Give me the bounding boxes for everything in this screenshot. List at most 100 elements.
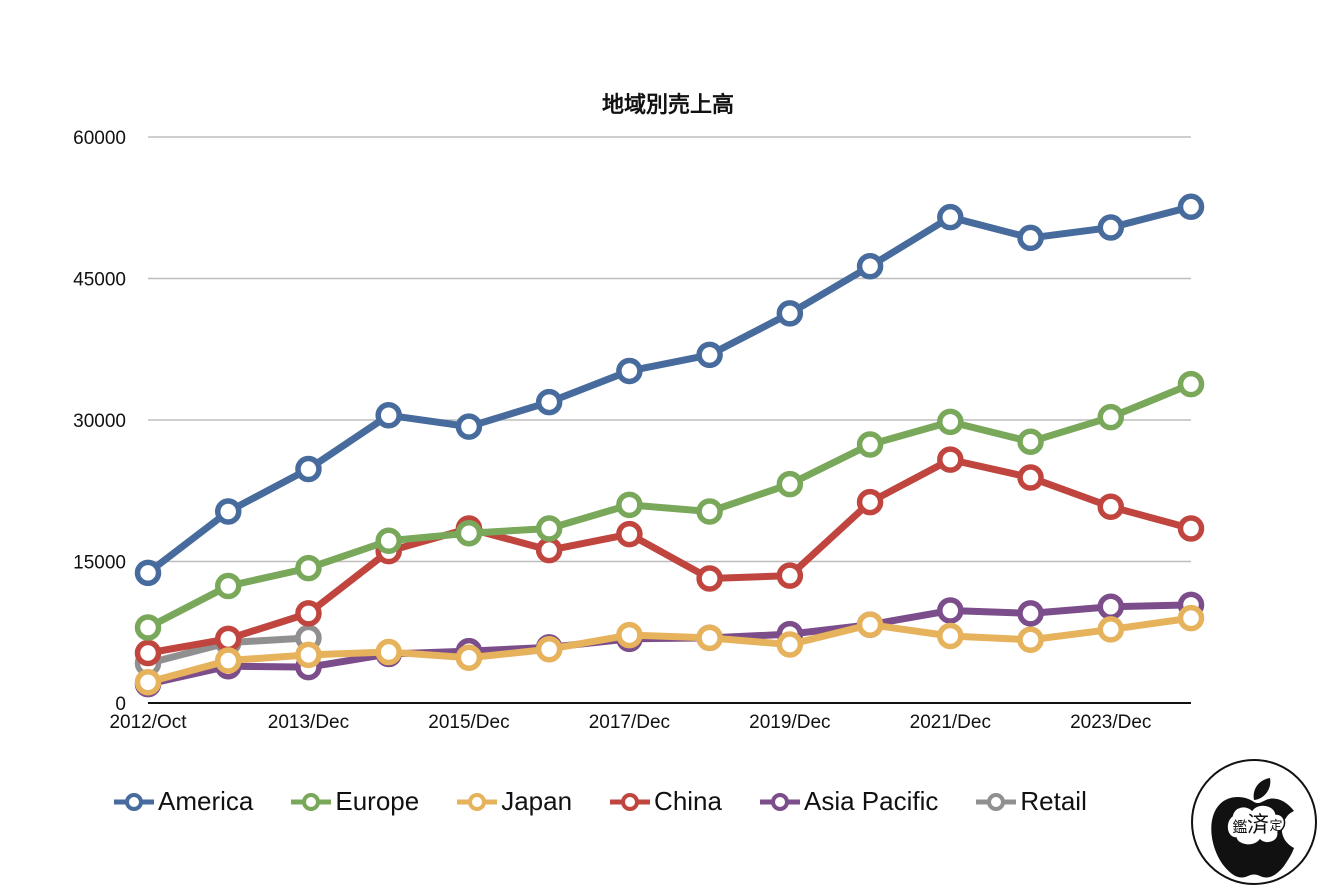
data-point-america: [535, 388, 563, 416]
x-tick-label: 2015/Dec: [428, 712, 509, 733]
series-lines: [134, 193, 1205, 698]
data-point-japan: [616, 621, 643, 649]
legend-item-america: America: [112, 786, 253, 817]
data-point-america: [696, 341, 723, 369]
data-point-europe: [134, 614, 162, 641]
legend-label: Japan: [501, 786, 573, 816]
data-point-america: [134, 559, 162, 587]
legend-label: Europe: [335, 786, 420, 816]
data-point-asia-pacific: [1017, 600, 1044, 627]
appraised-stamp: 鑑 済 定: [1226, 804, 1286, 846]
legend-marker: [457, 792, 498, 811]
data-point-america: [1177, 193, 1205, 221]
data-point-europe: [1177, 370, 1205, 398]
x-tick-label: 2021/Dec: [910, 712, 991, 733]
data-point-china: [535, 536, 563, 564]
gridlines: [148, 136, 1191, 563]
series-line-europe: [144, 380, 1195, 632]
data-point-japan: [696, 624, 723, 652]
y-tick-label: 30000: [73, 411, 126, 432]
data-point-china: [134, 639, 162, 667]
appraised-badge: 鑑 済 定: [1191, 759, 1317, 885]
y-tick-label: 0: [115, 694, 126, 715]
legend-label: America: [158, 786, 254, 816]
data-point-america: [856, 252, 884, 280]
badge-char-1: 鑑: [1232, 818, 1247, 836]
legend: America Europe Japan China Asia Pacific Retai…: [112, 786, 1123, 817]
legend-label: Retail: [1020, 786, 1087, 816]
data-point-america: [455, 413, 483, 440]
x-tick-label: 2013/Dec: [268, 712, 349, 733]
badge-char-3: 定: [1269, 819, 1282, 834]
legend-marker: [291, 792, 332, 811]
data-point-europe: [214, 572, 242, 600]
legend-marker: [759, 792, 800, 811]
data-point-europe: [375, 527, 402, 554]
series-line-japan: [144, 614, 1195, 686]
data-point-japan: [1017, 626, 1044, 654]
legend-item-china: China: [608, 786, 722, 817]
y-tick-label: 45000: [73, 270, 126, 291]
data-point-japan: [937, 622, 964, 650]
data-point-europe: [295, 554, 322, 582]
data-point-japan: [856, 611, 884, 638]
legend-marker: [610, 792, 651, 811]
data-point-japan: [776, 631, 804, 658]
legend-marker: [976, 792, 1017, 811]
data-point-china: [1097, 493, 1125, 521]
data-point-europe: [937, 408, 964, 436]
data-point-japan: [535, 635, 563, 663]
data-point-china: [776, 562, 804, 589]
legend-label: Asia Pacific: [803, 786, 939, 816]
data-point-america: [214, 498, 242, 525]
y-axis-ticks: 0 15000 30000 45000 60000: [73, 128, 126, 715]
data-point-europe: [1017, 428, 1044, 455]
data-point-china: [856, 488, 884, 516]
series-europe: [134, 370, 1205, 641]
y-tick-label: 60000: [73, 128, 126, 149]
legend-marker: [114, 792, 154, 811]
data-point-europe: [696, 498, 723, 525]
x-tick-label: 2023/Dec: [1070, 712, 1151, 733]
data-point-japan: [375, 638, 402, 666]
legend-item-europe: Europe: [289, 786, 419, 817]
x-tick-label: 2017/Dec: [589, 712, 670, 733]
badge-char-2: 済: [1247, 813, 1269, 838]
series-america: [134, 193, 1205, 587]
data-point-china: [937, 446, 964, 473]
data-point-europe: [455, 519, 483, 547]
data-point-china: [295, 600, 322, 627]
data-point-europe: [1097, 403, 1125, 431]
series-japan: [134, 604, 1205, 696]
data-point-europe: [616, 491, 643, 519]
data-point-japan: [295, 641, 322, 669]
data-point-europe: [535, 515, 563, 542]
data-point-japan: [214, 647, 242, 674]
data-point-america: [937, 203, 964, 231]
data-point-america: [776, 300, 804, 327]
legend-item-retail: Retail: [974, 786, 1087, 817]
data-point-china: [616, 520, 643, 548]
data-point-china: [1017, 464, 1044, 491]
data-point-america: [295, 455, 322, 483]
data-point-japan: [1097, 616, 1125, 643]
data-point-asia-pacific: [1097, 593, 1125, 621]
series-china: [134, 446, 1205, 667]
legend-label: China: [654, 786, 722, 816]
data-point-europe: [856, 431, 884, 458]
legend-item-asia-pacific: Asia Pacific: [758, 786, 938, 817]
x-axis-ticks: 2012/Oct 2013/Dec 2015/Dec 2017/Dec 2019/Dec…: [109, 712, 1151, 733]
series-line-china: [144, 456, 1195, 657]
data-point-china: [696, 565, 723, 592]
series-line-america: [144, 203, 1195, 577]
x-tick-label: 2019/Dec: [749, 712, 830, 733]
data-point-europe: [776, 470, 804, 498]
x-tick-label: 2012/Oct: [109, 712, 187, 733]
data-point-china: [1177, 515, 1205, 542]
data-point-china: [214, 625, 242, 653]
data-point-asia-pacific: [937, 597, 964, 624]
chart-title: 地域別売上高: [602, 92, 734, 118]
data-point-japan: [134, 668, 162, 696]
legend-item-japan: Japan: [455, 786, 572, 817]
